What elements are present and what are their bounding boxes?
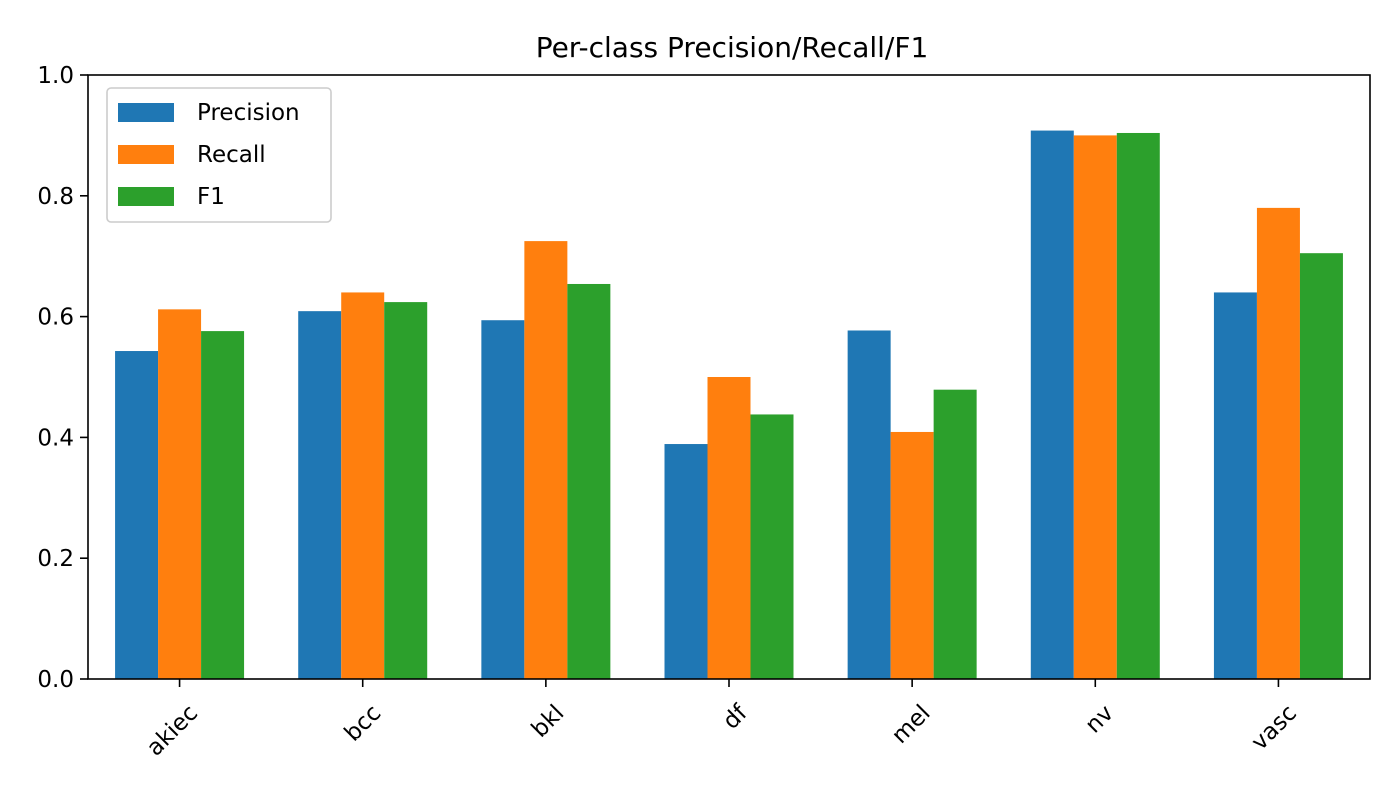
bar-precision-nv	[1030, 130, 1074, 679]
x-tick-label-bkl: bkl	[527, 700, 570, 743]
bar-recall-df	[707, 377, 751, 679]
bar-recall-bcc	[341, 292, 385, 679]
bar-recall-bkl	[524, 241, 568, 679]
bar-f1-bkl	[567, 283, 611, 679]
x-tick-label-mel: mel	[887, 700, 936, 749]
y-tick-label: 1.0	[37, 63, 74, 89]
bars-group	[115, 130, 1343, 680]
legend-swatch-f1	[118, 187, 174, 206]
legend-label-f1: F1	[197, 184, 225, 210]
bar-precision-bkl	[481, 320, 525, 679]
bar-recall-akiec	[158, 309, 202, 679]
bar-precision-mel	[847, 330, 891, 679]
bar-precision-bcc	[298, 311, 342, 679]
bar-f1-mel	[933, 389, 977, 679]
legend-swatch-recall	[118, 145, 174, 164]
bar-recall-vasc	[1256, 207, 1300, 679]
bar-f1-df	[750, 414, 794, 679]
x-tick-label-df: df	[718, 700, 753, 735]
y-tick-label: 0.6	[37, 305, 74, 331]
y-tick-label: 0.4	[37, 425, 74, 451]
bar-f1-vasc	[1299, 253, 1343, 679]
x-tick-label-vasc: vasc	[1247, 700, 1302, 755]
chart-title: Per-class Precision/Recall/F1	[536, 31, 929, 64]
bar-f1-nv	[1116, 132, 1160, 680]
y-axis: 0.0 0.2 0.4 0.6 0.8 1.0	[37, 63, 88, 693]
y-tick-label: 0.2	[37, 546, 74, 572]
bar-f1-akiec	[201, 331, 245, 679]
y-tick-label: 0.0	[37, 667, 74, 693]
x-tick-label-akiec: akiec	[142, 700, 203, 761]
x-tick-label-nv: nv	[1081, 700, 1119, 738]
x-axis: akiec bcc bkl df mel nv vasc	[142, 679, 1302, 761]
bar-precision-df	[664, 444, 708, 679]
legend-label-precision: Precision	[197, 100, 300, 126]
y-tick-label: 0.8	[37, 184, 74, 210]
bar-precision-vasc	[1213, 292, 1257, 679]
bar-f1-bcc	[384, 302, 428, 679]
legend-label-recall: Recall	[197, 142, 266, 168]
legend: Precision Recall F1	[106, 87, 332, 223]
bar-precision-akiec	[115, 351, 159, 679]
legend-swatch-precision	[118, 103, 174, 122]
x-tick-label-bcc: bcc	[340, 700, 387, 747]
bar-recall-nv	[1073, 135, 1117, 679]
bar-recall-mel	[890, 431, 934, 679]
